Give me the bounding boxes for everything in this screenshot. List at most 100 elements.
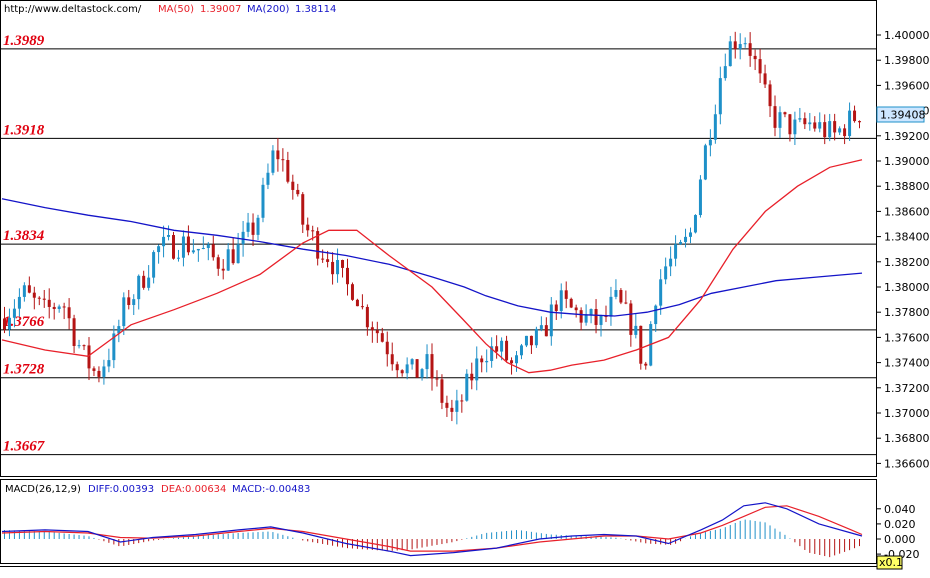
candle-up (410, 359, 414, 365)
candle-down (858, 121, 862, 123)
price-tick-label: 1.39200 (884, 130, 930, 143)
candle-down (27, 285, 31, 293)
candle-down (370, 327, 374, 331)
candle-down (87, 345, 91, 369)
candle-up (167, 235, 171, 237)
candle-up (808, 122, 812, 125)
candle-down (37, 297, 41, 299)
source-url[interactable]: http://www.deltastock.com/ (4, 4, 142, 15)
candle-up (738, 44, 742, 50)
ma50-value: 1.39007 (200, 4, 241, 15)
candle-up (743, 43, 747, 45)
candle-down (574, 307, 578, 311)
candle-down (380, 333, 384, 342)
candle-down (281, 159, 285, 161)
level-label: 1.3918 (3, 122, 45, 138)
candle-up (515, 355, 519, 364)
candle-down (301, 194, 305, 225)
level-label: 1.3728 (3, 362, 45, 378)
price-tick-label: 1.37000 (884, 407, 930, 420)
candle-down (569, 298, 573, 308)
candle-up (698, 179, 702, 216)
candle-down (510, 360, 514, 364)
candle-down (72, 318, 76, 346)
macd-diff-label: DIFF:0.00393 (88, 484, 154, 495)
candle-down (768, 84, 772, 107)
candle-down (97, 370, 101, 377)
candle-up (818, 122, 822, 129)
candle-down (32, 292, 36, 298)
current-price-value: 1.39408 (880, 109, 926, 122)
candle-down (82, 345, 86, 347)
level-label: 1.3667 (3, 439, 45, 455)
candle-down (604, 316, 608, 318)
candle-down (291, 181, 295, 190)
candle-up (485, 360, 489, 363)
ma200-line (1, 198, 863, 317)
candle-down (788, 114, 792, 135)
candle-down (803, 118, 807, 125)
candle-up (57, 306, 61, 310)
candle-down (345, 267, 349, 285)
price-tick-label: 1.39800 (884, 54, 930, 67)
price-tick-label: 1.37200 (884, 382, 930, 395)
candle-down (360, 306, 364, 308)
current-price-tag (876, 106, 925, 123)
candle-down (480, 358, 484, 363)
candle-down (733, 41, 737, 50)
candle-up (589, 309, 593, 315)
candle-down (331, 261, 335, 275)
level-label: 1.3989 (3, 33, 45, 49)
macd-tick-label: 0.000 (884, 533, 916, 546)
price-tick-label: 1.38200 (884, 256, 930, 269)
candle-down (594, 309, 598, 325)
candle-up (688, 232, 692, 237)
candle-down (440, 379, 444, 403)
candle-up (271, 150, 275, 173)
scale-badge[interactable] (876, 555, 903, 570)
candle-up (674, 244, 678, 259)
candle-down (470, 373, 474, 381)
candle-down (186, 236, 190, 253)
candle-up (559, 290, 563, 311)
ma200-label: MA(200) (247, 4, 289, 15)
candle-up (236, 244, 240, 264)
candle-down (813, 122, 817, 129)
candle-up (654, 305, 658, 325)
candle-down (400, 370, 404, 374)
candle-up (490, 346, 494, 361)
candle-down (445, 402, 449, 408)
candle-down (843, 128, 847, 137)
candle-down (763, 73, 767, 85)
macd-diff-line (1, 502, 863, 557)
price-panel-frame (0, 0, 877, 477)
candle-down (390, 354, 394, 365)
candle-up (157, 246, 161, 253)
candle-up (336, 260, 340, 275)
candle-up (519, 345, 523, 356)
candle-down (748, 43, 752, 56)
price-tick-label: 1.39600 (884, 79, 930, 92)
candle-up (684, 236, 688, 243)
moving-averages (1, 159, 863, 374)
price-tick-label: 1.37800 (884, 306, 930, 319)
candle-up (405, 364, 409, 374)
candle-down (833, 121, 837, 133)
candle-up (102, 366, 106, 377)
candle-up (206, 244, 210, 248)
candle-up (713, 114, 717, 140)
scale-badge-label[interactable]: x0.1 (879, 556, 903, 569)
candle-up (77, 345, 81, 347)
candle-down (624, 302, 628, 304)
candle-down (430, 354, 434, 379)
price-tick-label: 1.38400 (884, 231, 930, 244)
candle-down (823, 122, 827, 138)
candle-up (201, 247, 205, 249)
candle-up (828, 121, 832, 138)
candle-down (172, 235, 176, 259)
candle-down (276, 150, 280, 160)
candle-down (211, 244, 215, 258)
candle-up (838, 128, 842, 133)
candle-down (758, 59, 762, 74)
